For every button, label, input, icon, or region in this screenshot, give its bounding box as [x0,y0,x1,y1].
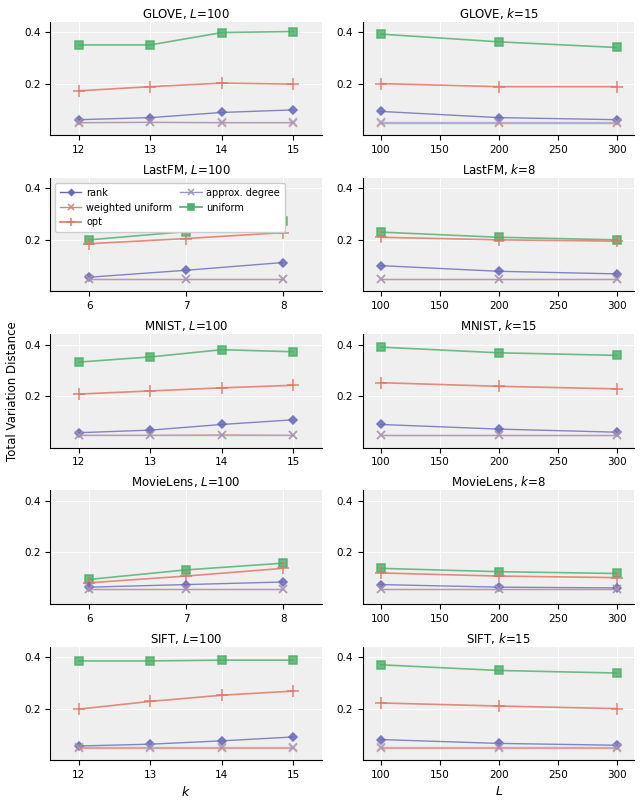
Title: SIFT, $\mathit{L}$=100: SIFT, $\mathit{L}$=100 [150,632,222,646]
X-axis label: $k$: $k$ [181,786,191,799]
Legend: rank, weighted uniform, opt, approx. degree, uniform: rank, weighted uniform, opt, approx. deg… [55,183,285,233]
Title: MNIST, $k$=15: MNIST, $k$=15 [460,318,537,333]
Y-axis label: Total Variation Distance: Total Variation Distance [6,321,19,460]
Title: MNIST, $\mathit{L}$=100: MNIST, $\mathit{L}$=100 [144,319,228,333]
Title: LastFM, $\mathit{L}$=100: LastFM, $\mathit{L}$=100 [141,163,230,177]
Title: MovieLens, $\mathit{L}$=100: MovieLens, $\mathit{L}$=100 [131,474,241,489]
X-axis label: $L$: $L$ [495,786,503,799]
Title: MovieLens, $k$=8: MovieLens, $k$=8 [451,474,546,489]
Title: GLOVE, $k$=15: GLOVE, $k$=15 [458,6,539,21]
Title: GLOVE, $\mathit{L}$=100: GLOVE, $\mathit{L}$=100 [142,6,230,21]
Title: SIFT, $k$=15: SIFT, $k$=15 [467,630,531,646]
Title: LastFM, $k$=8: LastFM, $k$=8 [461,162,536,177]
